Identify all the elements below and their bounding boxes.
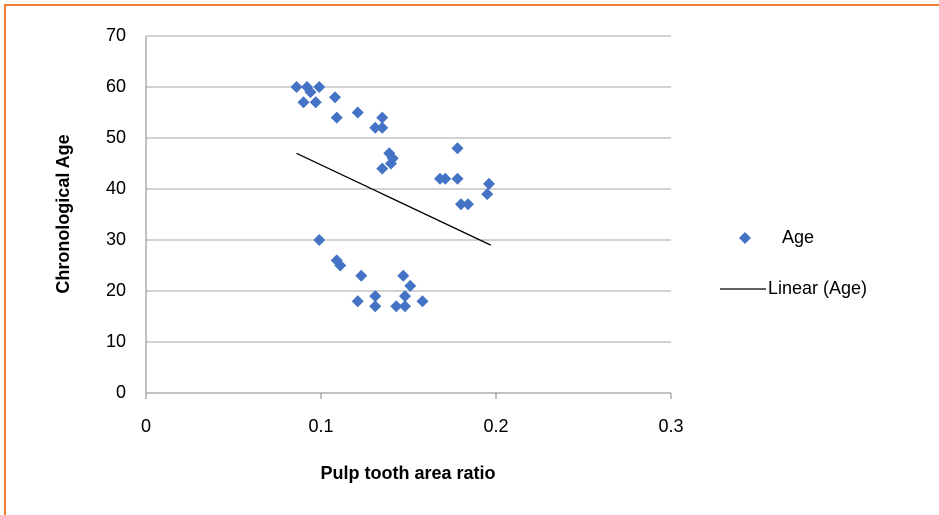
point xyxy=(369,290,382,303)
x-axis-title: Pulp tooth area ratio xyxy=(320,463,495,483)
point xyxy=(462,198,474,211)
point xyxy=(351,295,364,308)
point xyxy=(304,86,317,99)
point xyxy=(313,234,326,246)
y-tick-label: 20 xyxy=(106,280,126,300)
point xyxy=(369,300,382,313)
point xyxy=(451,142,464,155)
x-tick-label: 0.2 xyxy=(483,416,508,436)
point xyxy=(376,121,389,134)
point xyxy=(329,91,341,104)
point xyxy=(376,111,389,124)
point xyxy=(439,172,452,185)
x-tick-label: 0 xyxy=(141,416,151,436)
y-tick-label: 40 xyxy=(106,178,126,198)
point xyxy=(290,81,303,93)
point xyxy=(334,259,347,272)
y-tick-label: 50 xyxy=(106,127,126,147)
point xyxy=(330,111,343,124)
legend-label: Age xyxy=(782,227,814,247)
point xyxy=(313,81,326,93)
point xyxy=(399,300,411,313)
trendline xyxy=(296,152,492,246)
point xyxy=(376,162,389,175)
point xyxy=(451,172,464,185)
legend-label: Linear (Age) xyxy=(768,278,867,298)
point xyxy=(455,198,467,211)
y-tick-label: 10 xyxy=(106,331,126,351)
point xyxy=(399,290,411,303)
point xyxy=(404,279,417,292)
y-axis-title: Chronological Age xyxy=(53,134,73,293)
point xyxy=(390,300,403,313)
legend-marker xyxy=(739,232,751,244)
y-tick-label: 30 xyxy=(106,229,126,249)
point xyxy=(297,96,310,109)
y-tick-label: 0 xyxy=(116,382,126,402)
y-tick-label: 70 xyxy=(106,25,126,45)
x-tick-label: 0.3 xyxy=(658,416,683,436)
point xyxy=(483,177,495,190)
point xyxy=(351,106,364,119)
point xyxy=(385,157,397,170)
frame xyxy=(4,4,939,515)
point xyxy=(481,188,494,201)
x-tick-label: 0.1 xyxy=(308,416,333,436)
point xyxy=(355,269,368,282)
point xyxy=(309,96,322,109)
point xyxy=(416,295,429,308)
y-tick-label: 60 xyxy=(106,76,126,96)
point xyxy=(369,121,382,134)
point xyxy=(397,269,410,282)
